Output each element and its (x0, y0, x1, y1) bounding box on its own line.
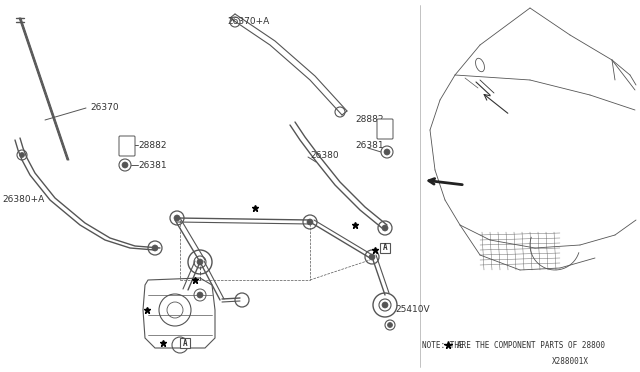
Circle shape (122, 162, 128, 168)
FancyBboxPatch shape (377, 119, 393, 139)
FancyBboxPatch shape (119, 136, 135, 156)
Circle shape (174, 215, 180, 221)
Text: A: A (383, 244, 387, 253)
Text: ARE THE COMPONENT PARTS OF 28800: ARE THE COMPONENT PARTS OF 28800 (457, 340, 605, 350)
Circle shape (307, 219, 313, 225)
Text: 26370+A: 26370+A (227, 17, 269, 26)
Circle shape (387, 323, 392, 327)
Circle shape (369, 254, 375, 260)
Text: 25410V: 25410V (395, 305, 429, 314)
Bar (380, 243, 390, 253)
Circle shape (152, 245, 158, 251)
Circle shape (382, 302, 388, 308)
Text: NOTE: THE: NOTE: THE (422, 340, 463, 350)
Polygon shape (143, 278, 215, 348)
Text: 26381: 26381 (355, 141, 383, 150)
Circle shape (197, 259, 203, 265)
Text: 26370: 26370 (90, 103, 118, 112)
Text: 26381: 26381 (138, 160, 166, 170)
Text: 28882: 28882 (355, 115, 383, 125)
Ellipse shape (476, 58, 484, 72)
Text: 26380+A: 26380+A (2, 196, 44, 205)
Circle shape (384, 149, 390, 155)
Circle shape (197, 292, 203, 298)
Text: 26380: 26380 (310, 151, 339, 160)
Text: X288001X: X288001X (552, 357, 589, 366)
Text: 28882: 28882 (138, 141, 166, 150)
Circle shape (19, 153, 24, 157)
Circle shape (382, 225, 388, 231)
Text: A: A (182, 339, 188, 347)
Bar (180, 338, 190, 348)
